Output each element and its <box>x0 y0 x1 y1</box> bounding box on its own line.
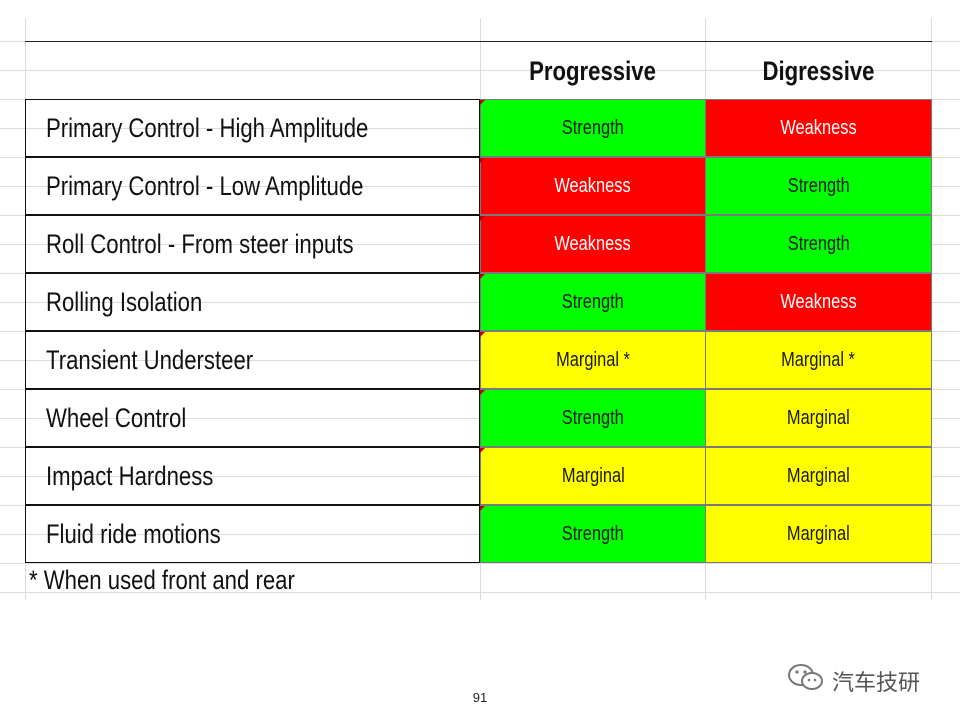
table-row: Wheel Control Strength Marginal <box>25 389 932 447</box>
table-row: Fluid ride motions Strength Marginal <box>25 505 932 563</box>
digressive-cell: Marginal <box>705 447 932 505</box>
progressive-cell: Marginal * <box>480 331 706 389</box>
digressive-value: Marginal <box>787 522 850 545</box>
comment-marker <box>480 274 485 279</box>
row-label: Primary Control - High Amplitude <box>46 112 369 143</box>
table-row: Transient Understeer Marginal * Marginal * <box>25 331 932 389</box>
digressive-cell: Weakness <box>705 99 932 157</box>
row-label-cell: Transient Understeer <box>25 331 480 389</box>
wechat-icon <box>786 662 826 699</box>
comment-marker <box>480 332 485 337</box>
digressive-value: Strength <box>787 174 850 197</box>
table-row: Impact Hardness Marginal Marginal <box>25 447 932 505</box>
comment-marker <box>480 100 485 105</box>
table-row: Primary Control - Low Amplitude Weakness S… <box>25 157 932 215</box>
row-label: Primary Control - Low Amplitude <box>46 170 364 201</box>
row-label-cell: Roll Control - From steer inputs <box>25 215 480 273</box>
footnote: * When used front and rear <box>29 565 295 595</box>
row-label-cell: Rolling Isolation <box>25 273 480 331</box>
digressive-cell: Marginal <box>705 505 932 563</box>
row-label: Fluid ride motions <box>46 518 221 549</box>
row-label: Roll Control - From steer inputs <box>46 228 354 259</box>
watermark: 汽车技研 <box>786 662 920 699</box>
digressive-cell: Strength <box>705 215 932 273</box>
digressive-value: Marginal <box>787 464 850 487</box>
row-label: Transient Understeer <box>46 344 254 375</box>
progressive-cell: Strength <box>480 389 706 447</box>
progressive-cell: Weakness <box>480 157 706 215</box>
comment-marker <box>480 390 485 395</box>
watermark-text: 汽车技研 <box>832 670 921 696</box>
digressive-cell: Strength <box>705 157 932 215</box>
comment-marker <box>480 216 485 221</box>
row-label: Rolling Isolation <box>46 286 203 317</box>
progressive-value: Strength <box>561 116 624 139</box>
progressive-value: Weakness <box>554 232 632 255</box>
table-row: Rolling Isolation Strength Weakness <box>25 273 932 331</box>
table-row: Primary Control - High Amplitude Strength… <box>25 99 932 157</box>
comment-marker <box>480 506 485 511</box>
row-label-cell: Wheel Control <box>25 389 480 447</box>
digressive-value: Weakness <box>780 116 857 139</box>
progressive-cell: Weakness <box>480 215 706 273</box>
row-label-cell: Fluid ride motions <box>25 505 480 563</box>
page-number: 91 <box>472 690 488 705</box>
comment-marker <box>480 448 485 453</box>
progressive-value: Strength <box>561 522 624 545</box>
table-header: Progressive Digressive <box>25 41 932 100</box>
progressive-cell: Strength <box>480 505 706 563</box>
progressive-value: Strength <box>561 290 624 313</box>
row-label: Wheel Control <box>46 402 187 433</box>
progressive-value: Marginal * <box>556 348 630 371</box>
progressive-cell: Strength <box>480 99 706 157</box>
table-row: Roll Control - From steer inputs Weakness… <box>25 215 932 273</box>
progressive-value: Strength <box>561 406 624 429</box>
digressive-cell: Marginal * <box>705 331 932 389</box>
row-label: Impact Hardness <box>46 460 214 491</box>
digressive-cell: Marginal <box>705 389 932 447</box>
progressive-cell: Marginal <box>480 447 706 505</box>
progressive-cell: Strength <box>480 273 706 331</box>
digressive-value: Weakness <box>780 290 857 313</box>
comment-marker <box>480 158 485 163</box>
digressive-value: Marginal <box>787 406 850 429</box>
row-label-cell: Impact Hardness <box>25 447 480 505</box>
progressive-value: Weakness <box>554 174 632 197</box>
digressive-cell: Weakness <box>705 273 932 331</box>
column-header-digressive: Digressive <box>762 55 875 86</box>
row-label-cell: Primary Control - High Amplitude <box>25 99 480 157</box>
progressive-value: Marginal <box>561 464 625 487</box>
row-label-cell: Primary Control - Low Amplitude <box>25 157 480 215</box>
digressive-value: Marginal * <box>781 348 856 371</box>
column-header-progressive: Progressive <box>529 55 656 86</box>
digressive-value: Strength <box>787 232 850 255</box>
